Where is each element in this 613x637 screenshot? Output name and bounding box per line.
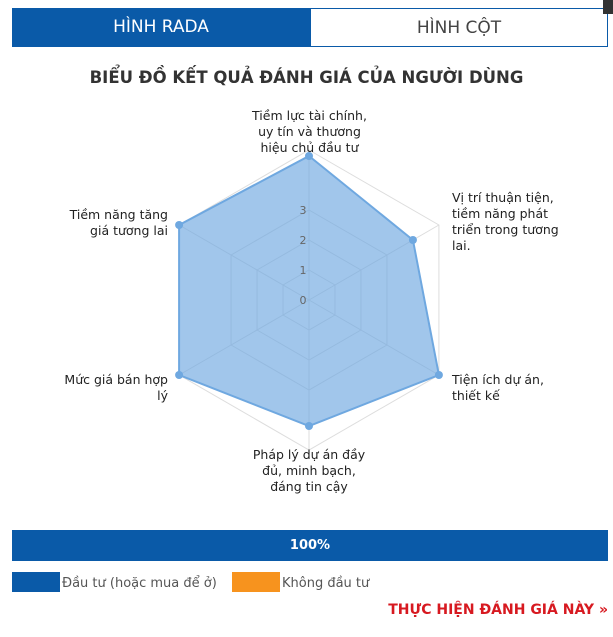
tick-label: 3	[300, 204, 307, 217]
radar-point	[434, 371, 443, 379]
radar-point	[175, 371, 184, 379]
radar-point	[305, 422, 313, 430]
chart-title: BIỂU ĐỒ KẾT QUẢ ĐÁNH GIÁ CỦA NGƯỜI DÙNG	[89, 68, 524, 87]
tab-active[interactable]: HÌNH RADA	[12, 8, 310, 47]
close-corner[interactable]	[603, 0, 613, 14]
radar-area	[178, 154, 441, 428]
legend-swatch	[12, 572, 60, 592]
tick-label: 1	[300, 264, 307, 277]
radar-point	[305, 152, 313, 160]
axis-label: Vị trí thuận tiện, tiềm năng phát triển …	[452, 190, 559, 253]
radar-point	[408, 236, 417, 244]
axis-label: Mức giá bán hợp lý	[64, 372, 168, 403]
tick-label: 2	[300, 234, 307, 247]
progress-bar	[12, 530, 608, 561]
radar-point	[175, 221, 184, 229]
progress-label: 100%	[289, 538, 331, 553]
axis-label: Tiềm lực tài chính, uy tín và thương hiệ…	[252, 108, 367, 155]
axis-label: Tiện ích dự án, thiết kế	[452, 372, 544, 403]
axis-label: Pháp lý dự án đầy đủ, minh bạch, đáng ti…	[252, 447, 366, 494]
legend-label: Đầu tư (hoặc mua để ở)	[62, 576, 217, 591]
axis-label: Tiềm năng tăng giá tương lai	[69, 207, 168, 238]
tab[interactable]: HÌNH CỘT	[310, 8, 608, 47]
legend-label: Không đầu tư	[282, 576, 370, 591]
legend-swatch	[232, 572, 280, 592]
tick-label: 0	[300, 294, 307, 307]
progress-track: 100%	[12, 530, 608, 561]
rate-link[interactable]: THỰC HIỆN ĐÁNH GIÁ NÀY »	[388, 602, 608, 618]
